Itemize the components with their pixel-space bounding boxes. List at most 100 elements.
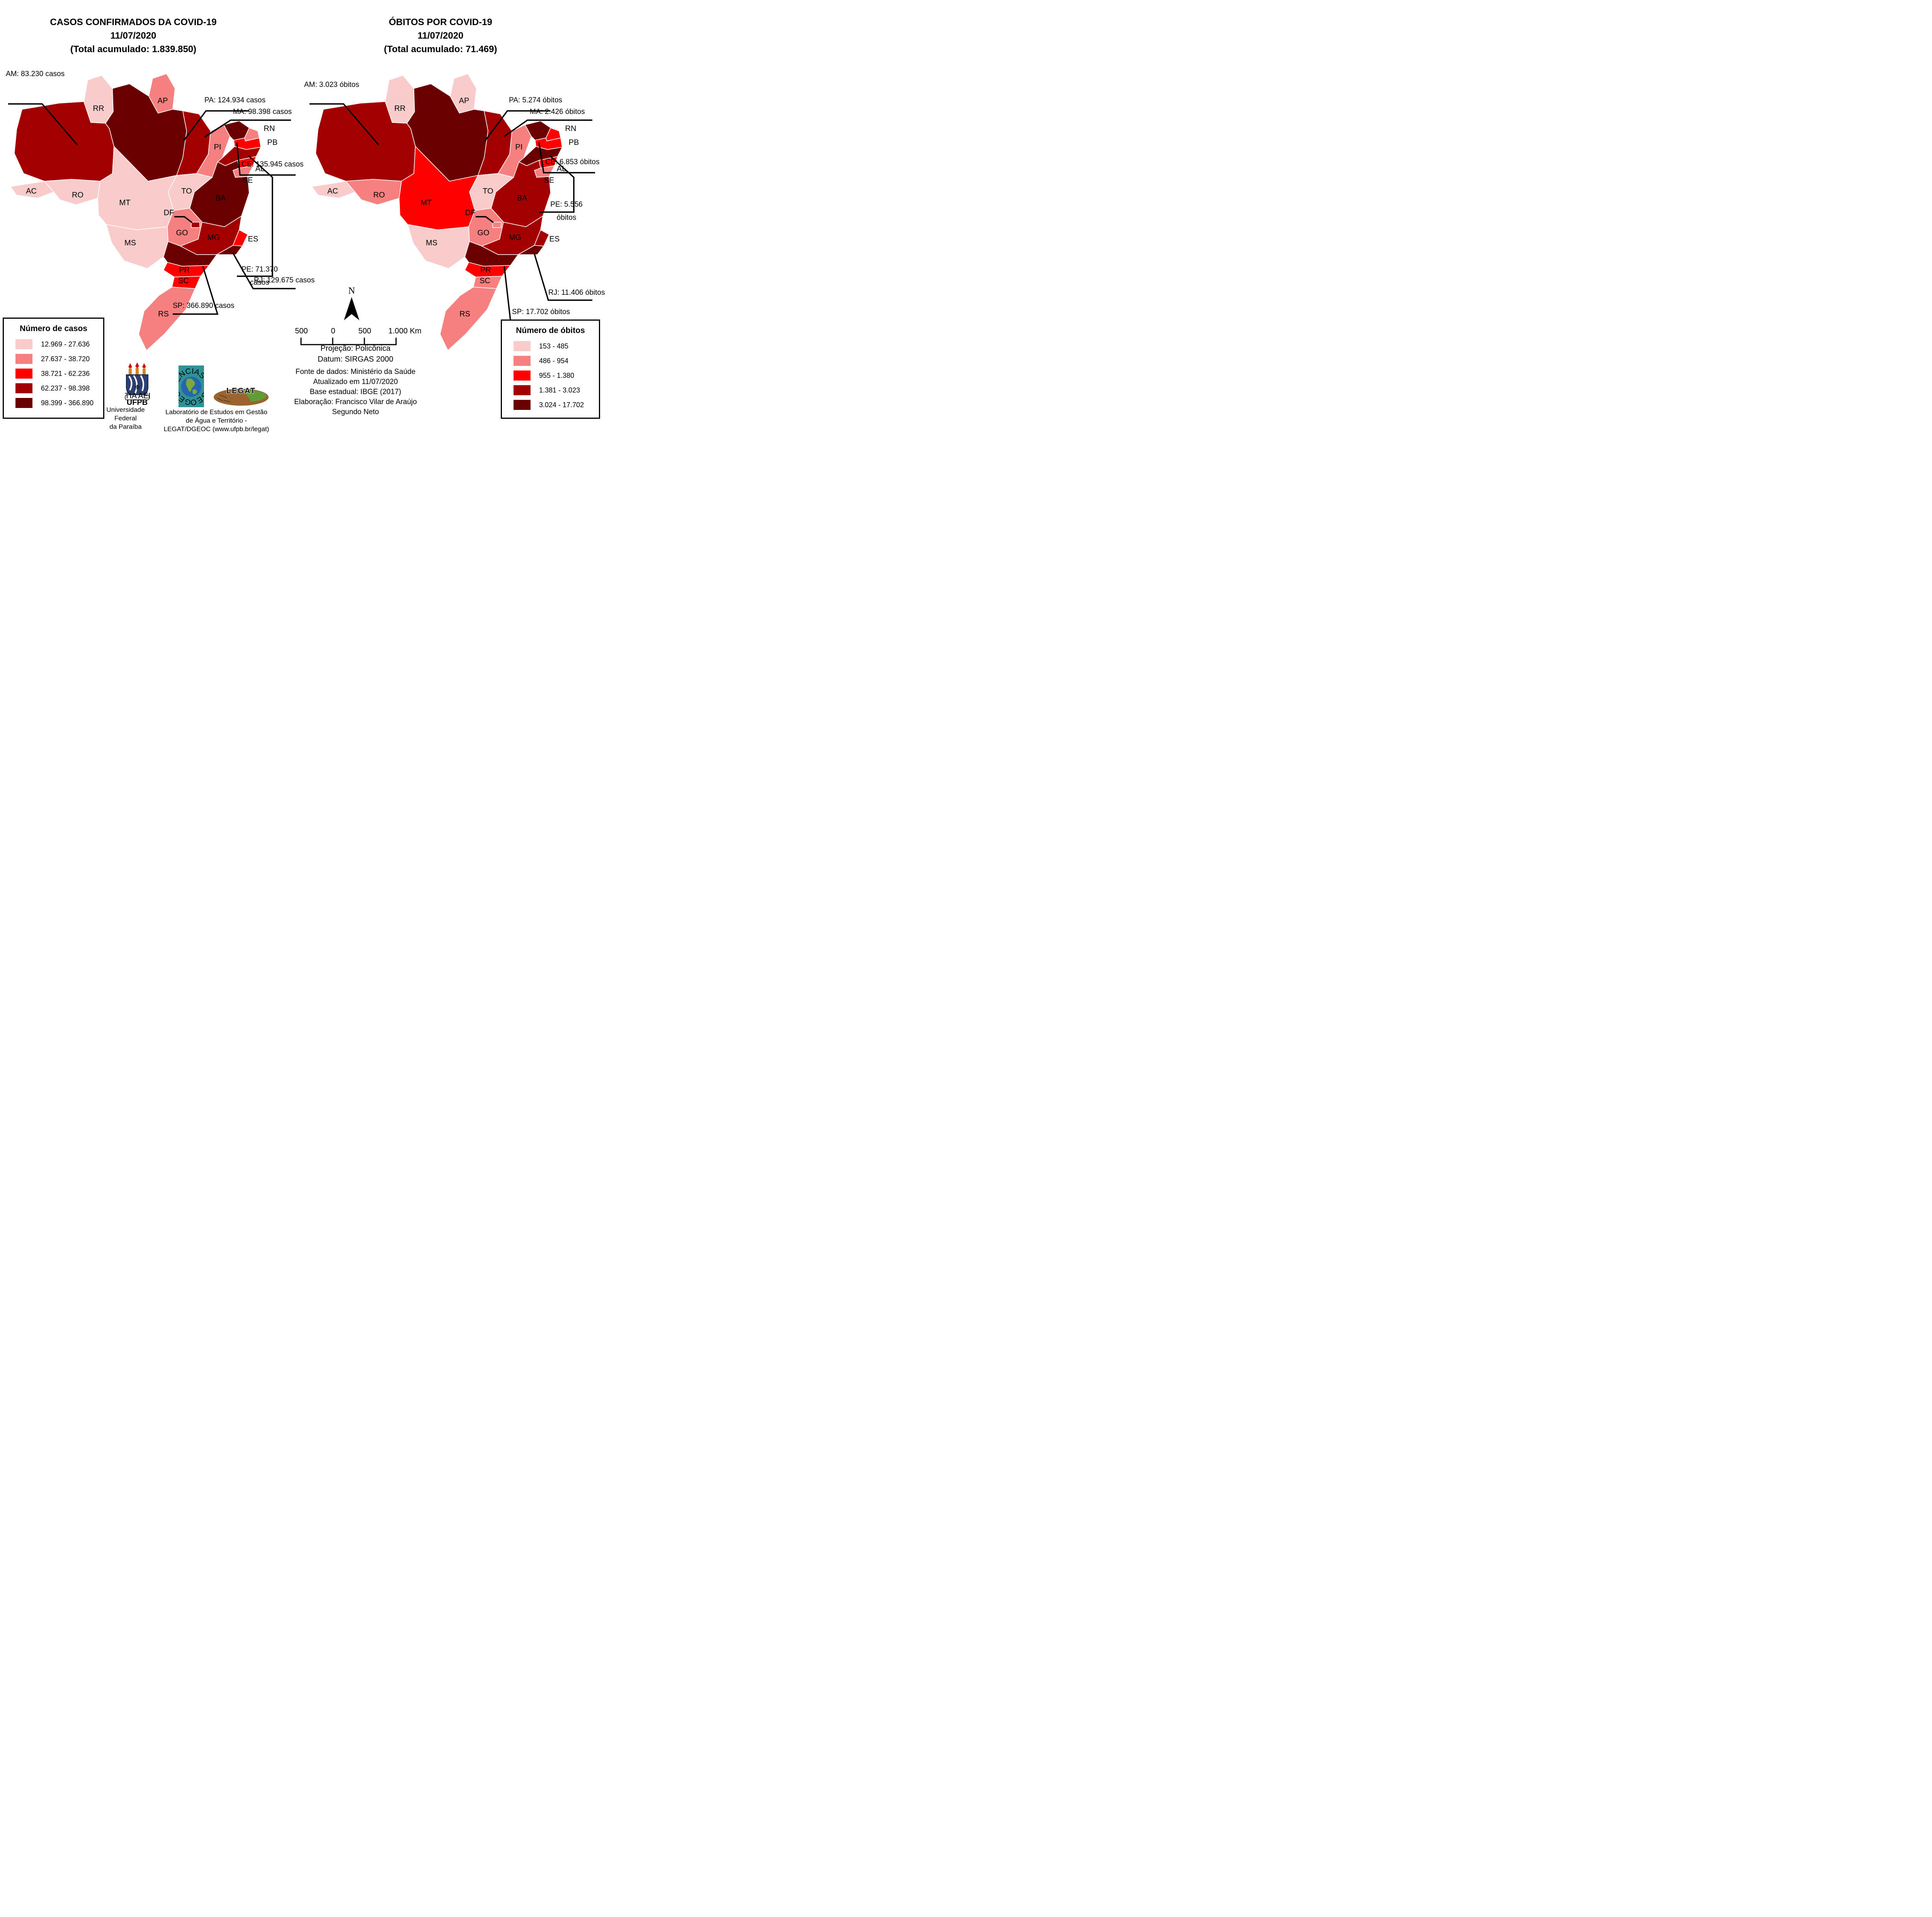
legend-item: 486 - 954 (514, 356, 568, 366)
leader-line (236, 142, 296, 176)
state-label-ap-right: AP (459, 97, 469, 105)
state-label-go-left: GO (176, 229, 188, 237)
legend-range-label: 955 - 1.380 (539, 371, 575, 379)
color-swatch (514, 370, 531, 381)
callout-ma-right: MA: 2.426 óbitos (530, 108, 585, 116)
legend-item: 98.399 - 366.890 (15, 398, 94, 408)
ufpb-banner (125, 394, 150, 400)
callout-am-left: AM: 83.230 casos (6, 70, 65, 78)
projection-info: Projeção: Policônica Datum: SIRGAS 2000 (318, 344, 393, 364)
state-label-to-left: TO (181, 187, 192, 195)
callout-am-right: AM: 3.023 óbitos (304, 81, 359, 89)
state-label-pb-right: PB (569, 138, 579, 147)
state-label-rr-right: RR (395, 104, 406, 113)
legend-item: 955 - 1.380 (514, 370, 574, 381)
legend-range-label: 27.637 - 38.720 (41, 355, 90, 363)
source-info: Fonte de dados: Ministério da Saúde Atua… (294, 368, 417, 416)
color-swatch (15, 339, 32, 349)
state-label-es-right: ES (549, 235, 560, 243)
color-swatch (514, 385, 531, 395)
legend-range-label: 38.721 - 62.236 (41, 369, 90, 377)
state-label-ba-left: BA (216, 194, 226, 202)
state-label-pr-right: PR (480, 266, 491, 274)
state-df-left (191, 222, 200, 228)
legend-deaths: Número de óbitos 153 - 485 486 - 954 955 -… (501, 320, 600, 419)
map-deaths: RR AP AC RO MT TO PI RN PB AL SE BA DF GO MG MS ES PR SC RS… (303, 64, 605, 381)
callout-pe-right: PE: 5.556 óbitos (550, 201, 583, 222)
state-label-rr-left: RR (93, 104, 104, 113)
map-confirmed-cases: RR AP AC RO MT TO PI RN PB AL SE BA DF GO MG MS ES PR SC RS… (2, 64, 315, 381)
color-swatch (15, 398, 32, 408)
ufpb-caption: Universidade Federal da Paraíba (106, 406, 145, 430)
leader-line (173, 266, 219, 315)
state-label-mt-left: MT (119, 199, 131, 207)
legend-item: 3.024 - 17.702 (514, 400, 584, 410)
state-label-ap-left: AP (158, 97, 168, 105)
callout-sp-left: SP: 366.890 casos (173, 302, 235, 310)
color-swatch (514, 356, 531, 366)
state-ac-left (10, 181, 54, 199)
state-ms-left (105, 224, 168, 269)
state-label-df-left: DF (164, 209, 174, 217)
color-swatch (15, 354, 32, 364)
callout-pe-left: PE: 71.370 casos (241, 265, 278, 287)
leader-line (204, 119, 291, 138)
north-arrow-icon (344, 297, 359, 320)
scale-label: 1.000 Km (388, 327, 422, 335)
state-label-mg-left: MG (207, 233, 220, 242)
state-label-pb-left: PB (267, 138, 278, 147)
callout-sp-right: SP: 17.702 óbitos (512, 308, 570, 316)
leader-line (539, 155, 575, 213)
legend-cases: Número de casos 12.969 - 27.636 27.637 - … (3, 318, 104, 419)
callout-ce-left: CE: 135.945 casos (242, 160, 304, 168)
state-df-right (492, 222, 502, 228)
north-arrow: N (340, 286, 363, 321)
state-label-df-right: DF (465, 209, 476, 217)
legend-range-label: 62.237 - 98.398 (41, 384, 90, 392)
leader-line (310, 103, 379, 146)
state-label-rs-left: RS (158, 310, 169, 318)
state-ac-right (311, 181, 356, 199)
legat-logo-text: LEGAT (226, 387, 256, 395)
state-label-mg-right: MG (509, 233, 521, 242)
legend-item: 1.381 - 3.023 (514, 385, 580, 395)
callout-pa-right: PA: 5.274 óbitos (509, 96, 563, 104)
color-swatch (15, 383, 32, 393)
state-label-rn-left: RN (264, 124, 275, 133)
scale-bar-graphic (300, 338, 397, 345)
color-swatch (15, 369, 32, 379)
state-label-ms-right: MS (426, 239, 437, 247)
state-rj-left (215, 245, 243, 255)
leader-line (183, 110, 249, 142)
state-label-rs-right: RS (459, 310, 470, 318)
state-label-ms-left: MS (124, 239, 136, 247)
left-map-title: CASOS CONFIRMADOS DA COVID-19 11/07/2020… (50, 17, 217, 54)
state-rs-left (138, 287, 196, 351)
ufpb-logo-text: UFPB (127, 398, 148, 406)
state-label-mt-right: MT (421, 199, 432, 207)
legend-item: 38.721 - 62.236 (15, 369, 90, 379)
state-rj-right (517, 245, 544, 255)
scale-label: 0 (331, 327, 335, 335)
state-ms-right (407, 224, 470, 269)
state-label-ro-right: RO (373, 191, 385, 199)
legend-range-label: 3.024 - 17.702 (539, 401, 584, 409)
legend-range-label: 12.969 - 27.636 (41, 340, 90, 348)
legend-deaths-title: Número de óbitos (516, 326, 585, 335)
ufpb-logo: ⚜ SAPIENTIA AEDIFICAT UFPB (97, 362, 178, 408)
leader-line (232, 253, 296, 289)
callout-rj-right: RJ: 11.406 óbitos (548, 289, 605, 297)
state-label-to-right: TO (483, 187, 493, 195)
state-label-ba-right: BA (517, 194, 527, 202)
ufpb-torches (128, 362, 146, 375)
leader-line (503, 119, 592, 137)
state-label-pi-left: PI (214, 143, 221, 151)
legend-item: 153 - 485 (514, 341, 568, 351)
state-label-es-left: ES (248, 235, 259, 243)
state-label-al-left: AL (255, 165, 265, 173)
leader-line (476, 216, 494, 223)
color-swatch (514, 341, 531, 351)
legend-cases-title: Número de casos (19, 324, 88, 333)
state-label-go-right: GO (477, 229, 489, 237)
